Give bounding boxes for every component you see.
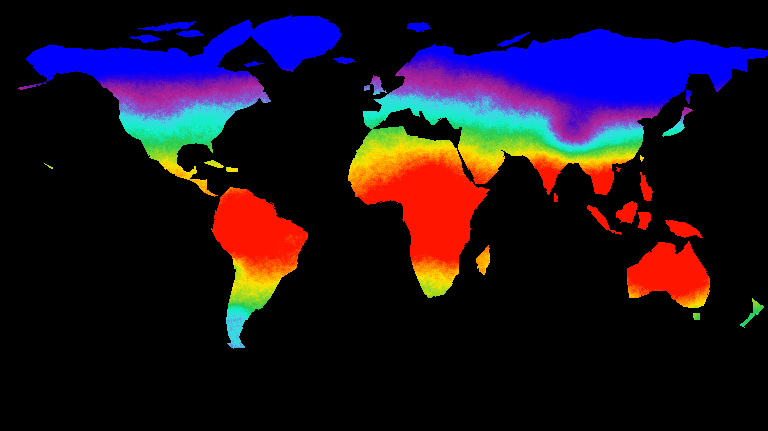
global-temperature-raster xyxy=(0,0,768,431)
temperature-map-figure: Global Land Surface Temperature xyxy=(0,0,768,431)
